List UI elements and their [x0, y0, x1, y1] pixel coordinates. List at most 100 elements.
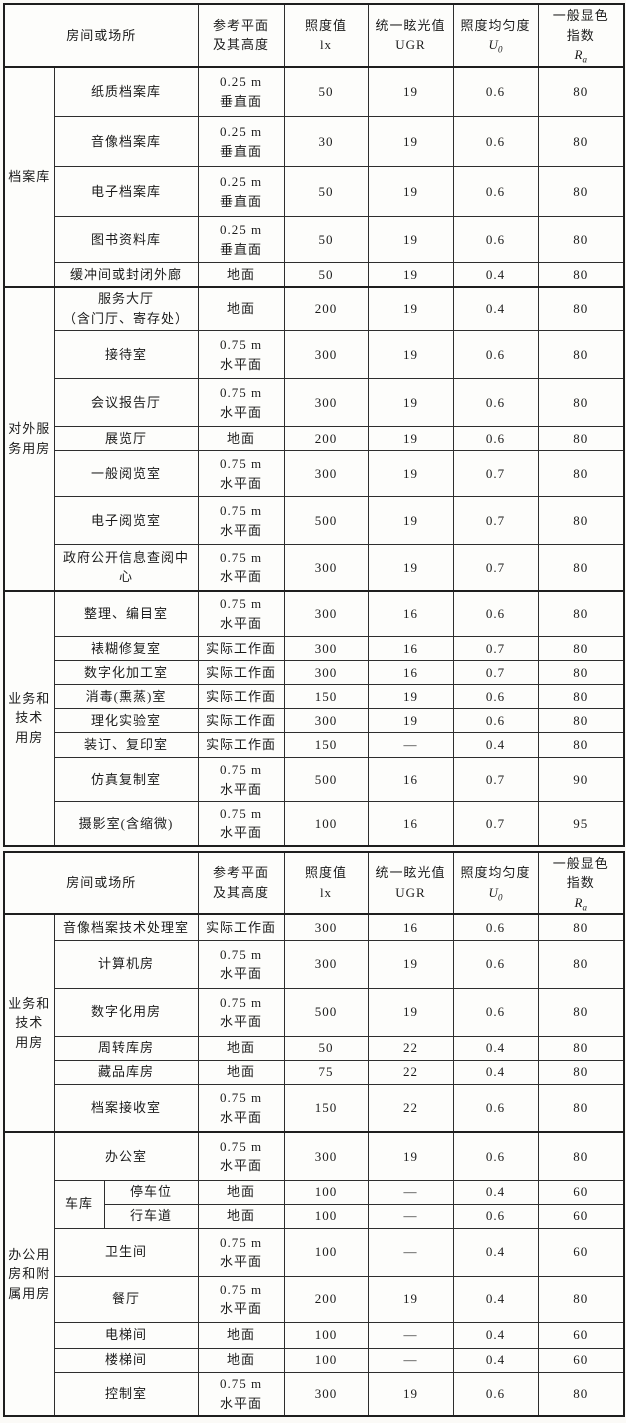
- header-row: 房间或场所 参考平面 及其高度 照度值 lx 统一眩光值 UGR 照度均匀度 U0…: [3, 851, 625, 916]
- lx-cell: 300: [283, 1131, 369, 1181]
- room-cell: 楼梯间: [53, 1347, 199, 1373]
- table-row: 行车道 地面 100 — 0.6 60: [4, 1203, 625, 1229]
- u0-cell: 0.6: [452, 1131, 539, 1181]
- room-cell: 会议报告厅: [53, 378, 199, 428]
- u0-cell: 0.7: [452, 801, 539, 847]
- room-cell: 装订、复印室: [53, 732, 199, 759]
- group-cell: 业务和 技术 用房: [3, 589, 55, 847]
- plane-cell: 0.25 m 垂直面: [197, 116, 285, 168]
- room-cell: 裱糊修复室: [53, 636, 199, 662]
- lx-cell: 100: [283, 1321, 369, 1349]
- plane-cell: 0.75 m 水平面: [197, 378, 285, 428]
- ugr-cell: 19: [367, 496, 454, 546]
- table-row: 卫生间 0.75 m 水平面 100 — 0.4 60: [4, 1227, 625, 1277]
- header-room: 房间或场所: [3, 851, 199, 916]
- table-row: 装订、复印室 实际工作面 150 — 0.4 80: [4, 732, 625, 759]
- ra-cell: 80: [537, 426, 625, 452]
- ra-cell: 60: [537, 1321, 625, 1349]
- u0-cell: 0.7: [452, 757, 539, 803]
- lx-cell: 150: [283, 732, 369, 759]
- plane-cell: 0.75 m 水平面: [197, 544, 285, 592]
- lx-cell: 200: [283, 1275, 369, 1323]
- ugr-cell: 19: [367, 216, 454, 264]
- ra-cell: 80: [537, 330, 625, 380]
- ugr-cell: 19: [367, 987, 454, 1037]
- u0-cell: 0.6: [452, 913, 539, 941]
- table-row: 数字化加工室 实际工作面 300 16 0.7 80: [4, 660, 625, 686]
- lx-cell: 50: [283, 262, 369, 288]
- table-row: 周转库房 地面 50 22 0.4 80: [4, 1035, 625, 1061]
- lx-cell: 300: [283, 660, 369, 686]
- lx-cell: 100: [283, 1227, 369, 1277]
- ra-cell: 95: [537, 801, 625, 847]
- u0-cell: 0.4: [452, 1275, 539, 1323]
- u0-cell: 0.4: [452, 1347, 539, 1373]
- illuminance-table-2: 房间或场所 参考平面 及其高度 照度值 lx 统一眩光值 UGR 照度均匀度 U0…: [3, 850, 625, 1418]
- plane-cell: 0.25 m 垂直面: [197, 216, 285, 264]
- ugr-cell: —: [367, 1203, 454, 1229]
- table-row: 电子档案库 0.25 m 垂直面 50 19 0.6 80: [4, 166, 625, 218]
- room-cell: 档案接收室: [53, 1083, 199, 1133]
- lx-cell: 200: [283, 285, 369, 332]
- ra-cell: 60: [537, 1203, 625, 1229]
- lx-cell: 50: [283, 166, 369, 218]
- u0-cell: 0.6: [452, 939, 539, 989]
- room-cell: 电子档案库: [53, 166, 199, 218]
- table-row: 电梯间 地面 100 — 0.4 60: [4, 1321, 625, 1349]
- u0-cell: 0.6: [452, 426, 539, 452]
- lx-cell: 300: [283, 708, 369, 734]
- plane-cell: 地面: [197, 1347, 285, 1373]
- u0-cell: 0.6: [452, 1083, 539, 1133]
- lx-cell: 100: [283, 1347, 369, 1373]
- header-plane: 参考平面 及其高度: [197, 3, 285, 68]
- illuminance-table-1: 房间或场所 参考平面 及其高度 照度值 lx 统一眩光值 UGR 照度均匀度 U0…: [3, 3, 625, 847]
- group-cell: 办公用 房和附 属用房: [3, 1131, 55, 1417]
- header-ra: 一般显色 指数 Ra: [537, 3, 625, 68]
- ra-cell: 80: [537, 732, 625, 759]
- ugr-cell: 19: [367, 1275, 454, 1323]
- room-cell: 藏品库房: [53, 1059, 199, 1085]
- u0-cell: 0.6: [452, 378, 539, 428]
- header-u0: 照度均匀度 U0: [452, 3, 539, 68]
- lx-cell: 300: [283, 544, 369, 592]
- u0-cell: 0.4: [452, 1059, 539, 1085]
- table-row: 图书资料库 0.25 m 垂直面 50 19 0.6 80: [4, 216, 625, 264]
- header-u0-symbol: U0: [488, 37, 503, 55]
- ra-cell: 80: [537, 589, 625, 638]
- ra-cell: 80: [537, 1131, 625, 1181]
- table-row: 档案接收室 0.75 m 水平面 150 22 0.6 80: [4, 1083, 625, 1133]
- table-row: 计算机房 0.75 m 水平面 300 19 0.6 80: [4, 939, 625, 989]
- ugr-cell: 19: [367, 708, 454, 734]
- table-row: 摄影室(含缩微) 0.75 m 水平面 100 16 0.7 95: [4, 801, 625, 847]
- lx-cell: 300: [283, 589, 369, 638]
- ra-cell: 60: [537, 1347, 625, 1373]
- ugr-cell: 16: [367, 660, 454, 686]
- plane-cell: 0.75 m 水平面: [197, 801, 285, 847]
- header-ugr: 统一眩光值 UGR: [367, 851, 454, 916]
- u0-cell: 0.4: [452, 732, 539, 759]
- table-row: 缓冲间或封闭外廊 地面 50 19 0.4 80: [4, 262, 625, 288]
- lx-cell: 100: [283, 801, 369, 847]
- table-row: 对外服 务用房 服务大厅 （含门厅、寄存处） 地面 200 19 0.4 80: [3, 285, 625, 592]
- u0-cell: 0.7: [452, 450, 539, 498]
- room-cell: 一般阅览室: [53, 450, 199, 498]
- u0-cell: 0.6: [452, 684, 539, 710]
- room-cell: 展览厅: [53, 426, 199, 452]
- table-row: 车库 停车位 地面 100 — 0.4 60: [4, 1179, 625, 1229]
- room-cell: 政府公开信息查阅中心: [53, 544, 199, 592]
- ugr-cell: 22: [367, 1035, 454, 1061]
- lx-cell: 300: [283, 939, 369, 989]
- ra-cell: 80: [537, 708, 625, 734]
- header-u0-label: 照度均匀度: [460, 865, 531, 881]
- ra-cell: 80: [537, 285, 625, 332]
- plane-cell: 0.75 m 水平面: [197, 757, 285, 803]
- lx-cell: 300: [283, 913, 369, 941]
- u0-cell: 0.4: [452, 285, 539, 332]
- ra-cell: 80: [537, 1275, 625, 1323]
- table-row: 档案库 纸质档案库 0.25 m 垂直面 50 19 0.6 80: [3, 66, 625, 288]
- room-cell: 数字化加工室: [53, 660, 199, 686]
- room-cell: 音像档案技术处理室: [53, 913, 199, 941]
- room-cell: 行车道: [103, 1203, 199, 1229]
- room-cell: 纸质档案库: [53, 66, 199, 118]
- u0-cell: 0.4: [452, 1179, 539, 1205]
